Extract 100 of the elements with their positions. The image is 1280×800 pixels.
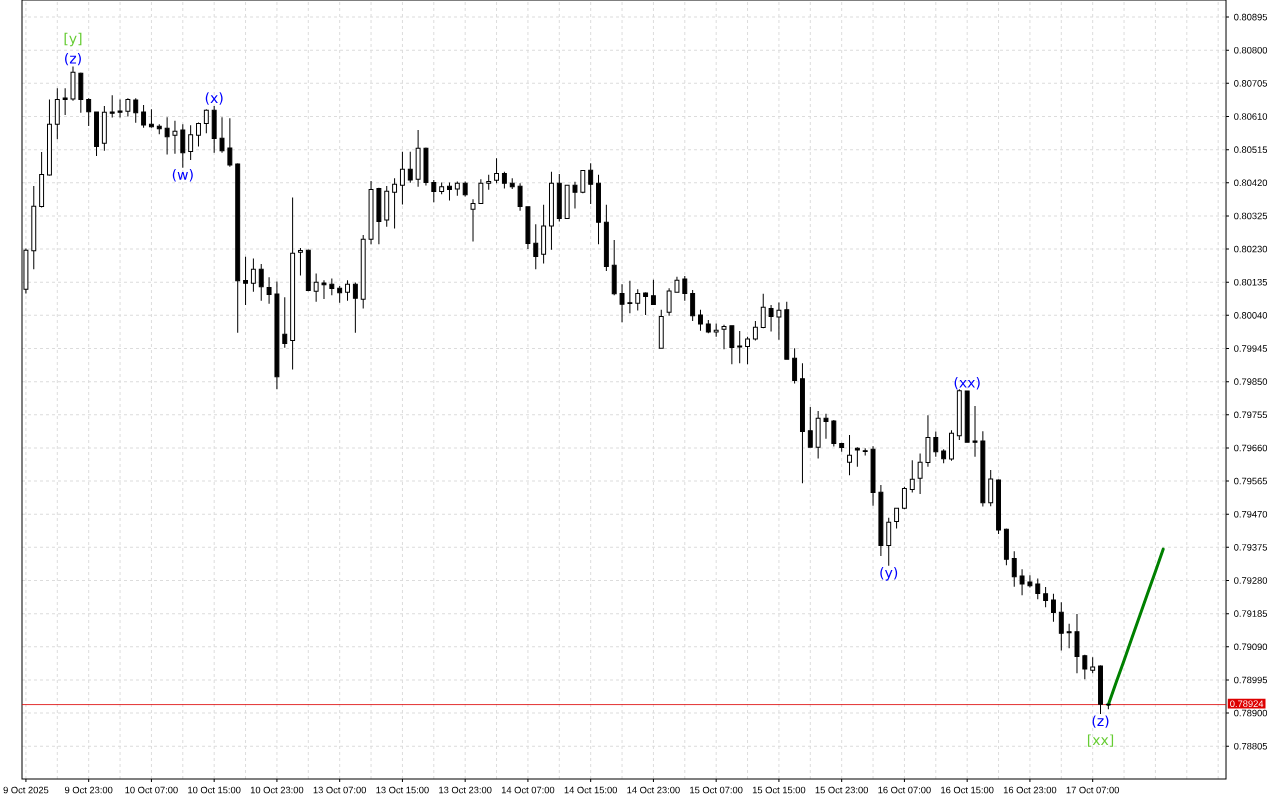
- candlestick: [839, 442, 845, 453]
- candlestick: [494, 157, 500, 184]
- candlestick: [682, 275, 688, 302]
- candlestick: [933, 431, 939, 458]
- annotation: (x): [205, 92, 223, 105]
- x-tick-label: 9 Oct 2025: [3, 786, 49, 794]
- candlestick: [141, 104, 147, 129]
- candlestick: [258, 263, 264, 302]
- x-tick-label: 10 Oct 07:00: [125, 786, 178, 794]
- candlestick: [917, 453, 923, 495]
- y-tick-label: 0.80135: [1234, 278, 1268, 286]
- x-tick-label: 13 Oct 07:00: [313, 786, 367, 794]
- line-series: [1106, 547, 1165, 707]
- candlestick: [266, 276, 272, 305]
- candlestick: [368, 180, 374, 245]
- candlestick: [870, 445, 876, 507]
- candlestick: [721, 324, 727, 350]
- y-tick-label: 0.79945: [1234, 345, 1268, 352]
- candlestick: [250, 258, 256, 293]
- candlestick: [172, 120, 178, 155]
- y-tick-label: 0.78995: [1234, 676, 1268, 684]
- candlestick: [274, 281, 280, 390]
- candlestick: [384, 185, 390, 228]
- annotation: [y]: [64, 32, 82, 47]
- y-tick-label: 0.79755: [1234, 411, 1268, 419]
- candlestick: [603, 204, 609, 272]
- candlestick: [109, 94, 115, 119]
- candlestick: [925, 414, 931, 468]
- y-tick-label: 0.79470: [1234, 510, 1268, 518]
- candlestick: [203, 108, 209, 134]
- candlestick: [768, 304, 774, 332]
- annotation: (y): [880, 567, 898, 581]
- candlestick: [470, 198, 476, 242]
- ref-line-label: 0.78924: [1230, 700, 1264, 707]
- candlestick: [698, 309, 703, 332]
- candlestick: [611, 239, 617, 296]
- candlestick: [580, 169, 586, 194]
- candlestick: [556, 173, 562, 223]
- candlestick: [423, 147, 429, 187]
- candlestick: [447, 181, 452, 202]
- candlestick: [776, 301, 782, 341]
- candlestick: [894, 507, 900, 530]
- x-tick-label: 15 Oct 15:00: [752, 786, 806, 794]
- candlestick: [862, 447, 868, 457]
- candlestick: [188, 124, 194, 161]
- candlestick: [760, 293, 766, 329]
- candlestick: [1082, 654, 1088, 680]
- candlestick: [399, 151, 405, 205]
- candlestick: [909, 459, 915, 494]
- x-tick-label: 9 Oct 23:00: [64, 786, 113, 794]
- candlestick: [454, 180, 460, 197]
- x-tick-label: 10 Oct 23:00: [250, 786, 304, 794]
- candlestick: [878, 484, 884, 557]
- candlestick: [548, 171, 554, 251]
- candlestick: [831, 419, 837, 448]
- candlestick: [94, 111, 99, 157]
- annotation: [xx]: [1087, 734, 1114, 747]
- candlestick: [219, 116, 225, 154]
- candlestick: [666, 287, 672, 317]
- candlestick: [196, 121, 201, 148]
- candlestick: [956, 388, 962, 441]
- x-tick-label: 14 Oct 07:00: [501, 786, 555, 794]
- candlestick: [117, 98, 123, 119]
- candlestick: [407, 151, 413, 184]
- candlestick: [752, 320, 758, 341]
- candlestick: [572, 181, 578, 210]
- candlestick: [125, 97, 131, 118]
- candlestick: [964, 390, 970, 444]
- candlestick: [901, 486, 907, 510]
- candlestick: [996, 478, 1001, 535]
- candlestick: [1074, 613, 1080, 674]
- candlestick: [478, 178, 484, 205]
- candlestick: [1090, 656, 1096, 674]
- candlestick: [988, 469, 994, 507]
- candlestick: [243, 256, 249, 306]
- candlestick: [156, 123, 162, 135]
- candlestick: [54, 87, 60, 140]
- candlestick: [462, 180, 468, 197]
- candlestick: [86, 97, 92, 127]
- candlestick: [619, 283, 625, 323]
- candlestick: [541, 204, 547, 264]
- y-tick-label: 0.80895: [1234, 13, 1268, 21]
- candlestick: [78, 72, 84, 114]
- y-tick-label: 0.79850: [1234, 378, 1268, 385]
- candlestick: [1043, 586, 1049, 608]
- candlestick: [290, 196, 296, 370]
- candlestick: [729, 325, 735, 365]
- candlestick: [635, 288, 641, 311]
- candlestick: [815, 410, 821, 459]
- x-tick-label: 14 Oct 15:00: [564, 786, 618, 794]
- candlestick: [486, 174, 492, 191]
- candlestick: [674, 276, 680, 293]
- x-tick-label: 15 Oct 07:00: [690, 786, 743, 794]
- candlestick: [799, 362, 805, 484]
- candlestick: [235, 162, 241, 334]
- y-tick-label: 0.79660: [1234, 444, 1268, 452]
- candlestick: [643, 291, 649, 316]
- candlestick: [807, 406, 813, 448]
- candlestick: [313, 273, 319, 303]
- candlestick: [1035, 577, 1041, 600]
